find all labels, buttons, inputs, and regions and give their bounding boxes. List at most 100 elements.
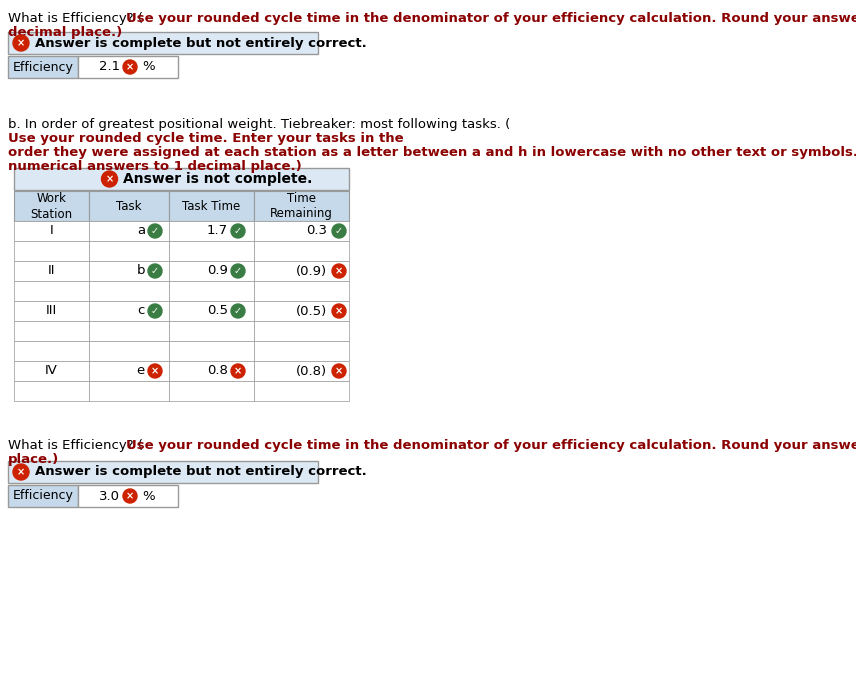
Text: ✓: ✓	[151, 306, 159, 316]
Text: decimal place.): decimal place.)	[8, 26, 122, 39]
Circle shape	[332, 264, 346, 278]
Circle shape	[148, 224, 162, 238]
Text: What is Efficiency? (: What is Efficiency? (	[8, 12, 143, 25]
FancyBboxPatch shape	[14, 261, 89, 281]
Circle shape	[13, 464, 29, 480]
Circle shape	[231, 364, 245, 378]
Text: 2.1: 2.1	[99, 61, 120, 74]
FancyBboxPatch shape	[8, 461, 318, 483]
Text: IV: IV	[45, 364, 58, 377]
Text: 3.0: 3.0	[99, 489, 120, 502]
FancyBboxPatch shape	[89, 221, 169, 241]
Text: ×: ×	[335, 266, 343, 276]
Text: ✓: ✓	[151, 226, 159, 236]
FancyBboxPatch shape	[14, 241, 89, 261]
Text: a: a	[137, 224, 145, 237]
Text: ×: ×	[126, 491, 134, 501]
Circle shape	[148, 304, 162, 318]
Text: Use your rounded cycle time in the denominator of your efficiency calculation. R: Use your rounded cycle time in the denom…	[126, 439, 856, 452]
FancyBboxPatch shape	[254, 341, 349, 361]
Text: ×: ×	[234, 366, 242, 376]
FancyBboxPatch shape	[254, 301, 349, 321]
Text: Use your rounded cycle time. Enter your tasks in the: Use your rounded cycle time. Enter your …	[8, 132, 404, 145]
FancyBboxPatch shape	[89, 361, 169, 381]
FancyBboxPatch shape	[169, 281, 254, 301]
FancyBboxPatch shape	[14, 301, 89, 321]
FancyBboxPatch shape	[89, 241, 169, 261]
Circle shape	[102, 171, 117, 187]
FancyBboxPatch shape	[169, 191, 254, 221]
Text: b: b	[136, 264, 145, 277]
FancyBboxPatch shape	[14, 221, 89, 241]
Text: ×: ×	[335, 306, 343, 316]
FancyBboxPatch shape	[78, 56, 178, 78]
Text: %: %	[142, 489, 155, 502]
Circle shape	[148, 264, 162, 278]
Circle shape	[332, 224, 346, 238]
Text: Time
Remaining: Time Remaining	[270, 192, 333, 221]
Text: III: III	[46, 304, 57, 317]
FancyBboxPatch shape	[8, 56, 78, 78]
FancyBboxPatch shape	[89, 261, 169, 281]
Text: Work
Station: Work Station	[31, 192, 73, 221]
FancyBboxPatch shape	[14, 361, 89, 381]
FancyBboxPatch shape	[254, 261, 349, 281]
Text: Answer is complete but not entirely correct.: Answer is complete but not entirely corr…	[35, 37, 366, 50]
Text: Efficiency: Efficiency	[13, 489, 74, 502]
Text: ×: ×	[17, 38, 25, 48]
Text: ✓: ✓	[335, 226, 343, 236]
FancyBboxPatch shape	[169, 221, 254, 241]
FancyBboxPatch shape	[169, 381, 254, 401]
Text: II: II	[48, 264, 56, 277]
Circle shape	[332, 304, 346, 318]
Circle shape	[231, 264, 245, 278]
Text: ✓: ✓	[234, 266, 242, 276]
Text: ✓: ✓	[234, 306, 242, 316]
FancyBboxPatch shape	[14, 191, 89, 221]
FancyBboxPatch shape	[169, 301, 254, 321]
Text: order they were assigned at each station as a letter between a and h in lowercas: order they were assigned at each station…	[8, 146, 856, 159]
FancyBboxPatch shape	[89, 191, 169, 221]
Text: 0.8: 0.8	[207, 364, 228, 377]
FancyBboxPatch shape	[89, 281, 169, 301]
Text: ×: ×	[335, 366, 343, 376]
Text: (0.5): (0.5)	[296, 304, 327, 317]
FancyBboxPatch shape	[14, 341, 89, 361]
Text: Answer is not complete.: Answer is not complete.	[123, 172, 313, 186]
FancyBboxPatch shape	[89, 381, 169, 401]
Circle shape	[332, 364, 346, 378]
Text: ✓: ✓	[151, 266, 159, 276]
FancyBboxPatch shape	[169, 261, 254, 281]
Text: Task Time: Task Time	[182, 199, 241, 213]
FancyBboxPatch shape	[14, 381, 89, 401]
FancyBboxPatch shape	[254, 381, 349, 401]
FancyBboxPatch shape	[254, 361, 349, 381]
Text: 1.7: 1.7	[207, 224, 228, 237]
FancyBboxPatch shape	[14, 321, 89, 341]
Text: Efficiency: Efficiency	[13, 61, 74, 74]
Circle shape	[123, 60, 137, 74]
Circle shape	[123, 489, 137, 503]
Circle shape	[13, 35, 29, 51]
Text: I: I	[50, 224, 53, 237]
Circle shape	[231, 304, 245, 318]
Text: 0.3: 0.3	[306, 224, 327, 237]
Text: numerical answers to 1 decimal place.): numerical answers to 1 decimal place.)	[8, 160, 302, 173]
Text: 0.9: 0.9	[207, 264, 228, 277]
Text: ×: ×	[105, 174, 114, 184]
Text: ×: ×	[151, 366, 159, 376]
Text: 0.5: 0.5	[207, 304, 228, 317]
FancyBboxPatch shape	[169, 341, 254, 361]
Text: Use your rounded cycle time in the denominator of your efficiency calculation. R: Use your rounded cycle time in the denom…	[126, 12, 856, 25]
Circle shape	[231, 224, 245, 238]
Text: Answer is complete but not entirely correct.: Answer is complete but not entirely corr…	[35, 466, 366, 478]
FancyBboxPatch shape	[169, 361, 254, 381]
Circle shape	[148, 364, 162, 378]
FancyBboxPatch shape	[78, 485, 178, 507]
FancyBboxPatch shape	[89, 321, 169, 341]
Text: Task: Task	[116, 199, 142, 213]
Text: %: %	[142, 61, 155, 74]
FancyBboxPatch shape	[169, 321, 254, 341]
FancyBboxPatch shape	[8, 32, 318, 54]
FancyBboxPatch shape	[254, 221, 349, 241]
